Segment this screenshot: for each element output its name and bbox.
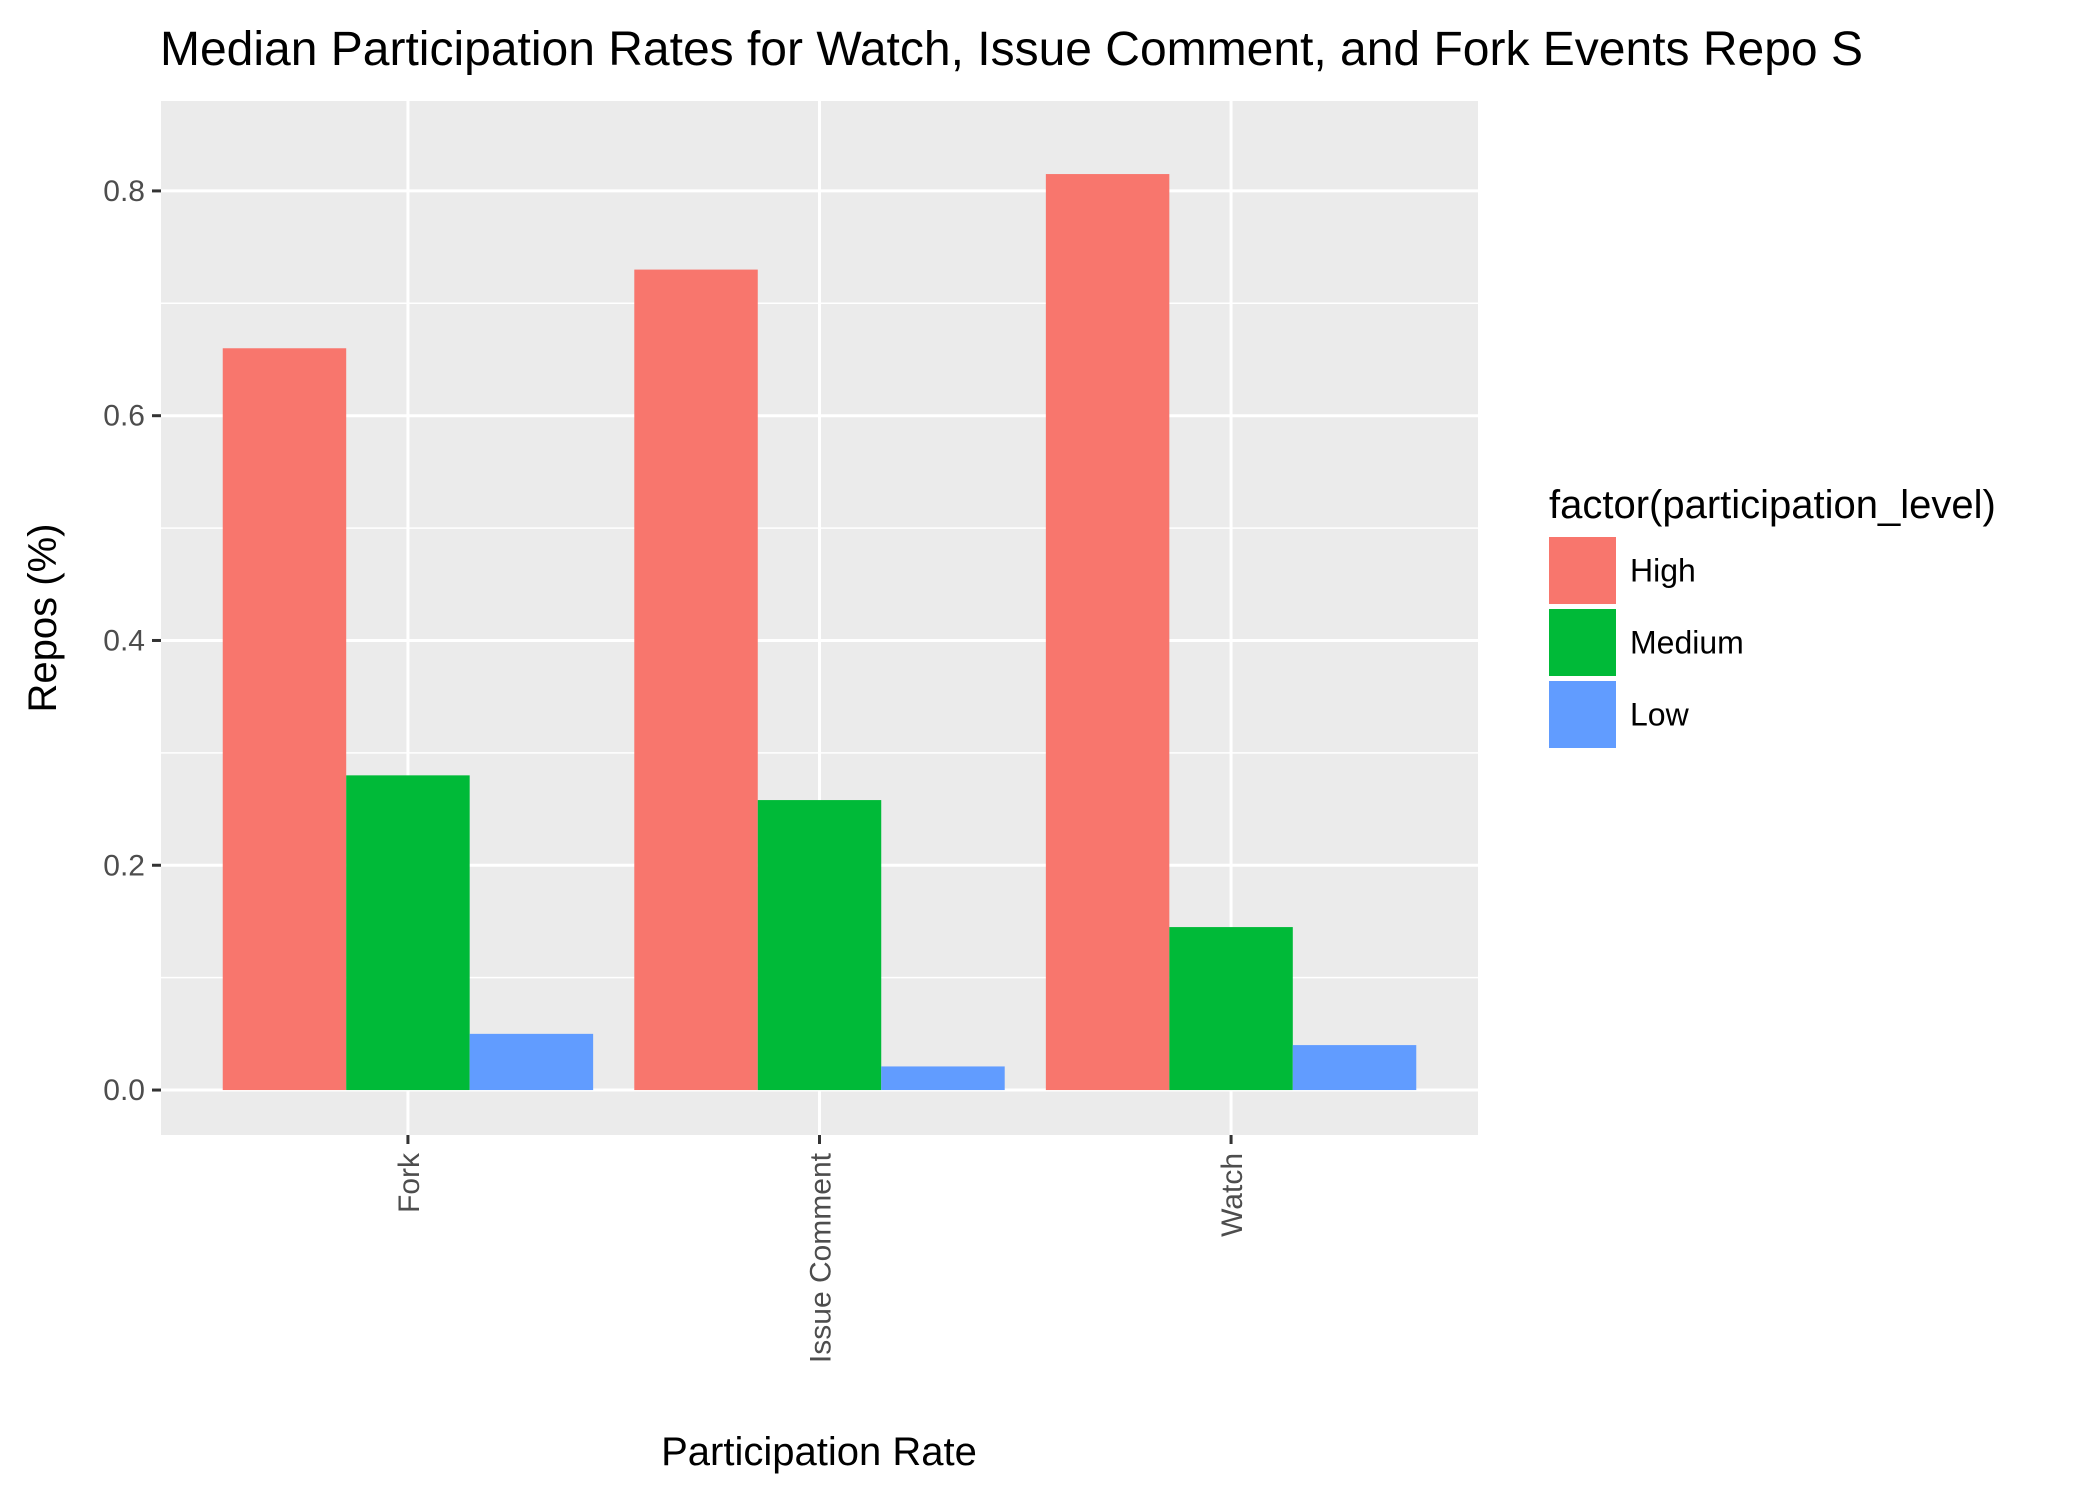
legend-label-medium: Medium (1630, 625, 1744, 661)
legend-key-high (1549, 537, 1616, 604)
x-tick-label: Fork (393, 1152, 426, 1213)
x-axis: Fork Issue Comment Watch (393, 1135, 1249, 1363)
chart-title: Median Participation Rates for Watch, Is… (160, 23, 1863, 76)
legend: factor(participation_level) High Medium Lo… (1549, 483, 1996, 748)
legend-key-medium (1549, 609, 1616, 676)
y-tick-label: 0.6 (103, 400, 145, 433)
y-tick-label: 0.4 (103, 624, 145, 657)
bar-high (1045, 174, 1170, 1091)
legend-key-low (1549, 681, 1616, 748)
y-tick-label: 0.2 (103, 849, 145, 882)
bar-low (881, 1066, 1005, 1091)
x-axis-title: Participation Rate (661, 1430, 977, 1474)
bars (222, 174, 1417, 1091)
bar-low (1292, 1045, 1417, 1091)
legend-label-low: Low (1630, 697, 1690, 733)
x-tick-label: Issue Comment (805, 1152, 838, 1363)
bar-high (634, 269, 758, 1091)
y-axis-title: Repos (%) (21, 524, 65, 713)
x-tick-label: Watch (1216, 1153, 1249, 1237)
bar-medium (1169, 927, 1293, 1091)
bar-medium (757, 800, 882, 1091)
legend-title: factor(participation_level) (1549, 483, 1996, 527)
bar-high (222, 348, 347, 1091)
legend-items: High Medium Low (1549, 537, 1744, 748)
y-tick-label: 0.8 (103, 175, 145, 208)
legend-label-high: High (1630, 553, 1696, 589)
y-axis: 0.0 0.2 0.4 0.6 0.8 (103, 175, 161, 1107)
y-tick-label: 0.0 (103, 1074, 145, 1107)
bar-medium (346, 775, 470, 1091)
bar-low (469, 1033, 594, 1091)
